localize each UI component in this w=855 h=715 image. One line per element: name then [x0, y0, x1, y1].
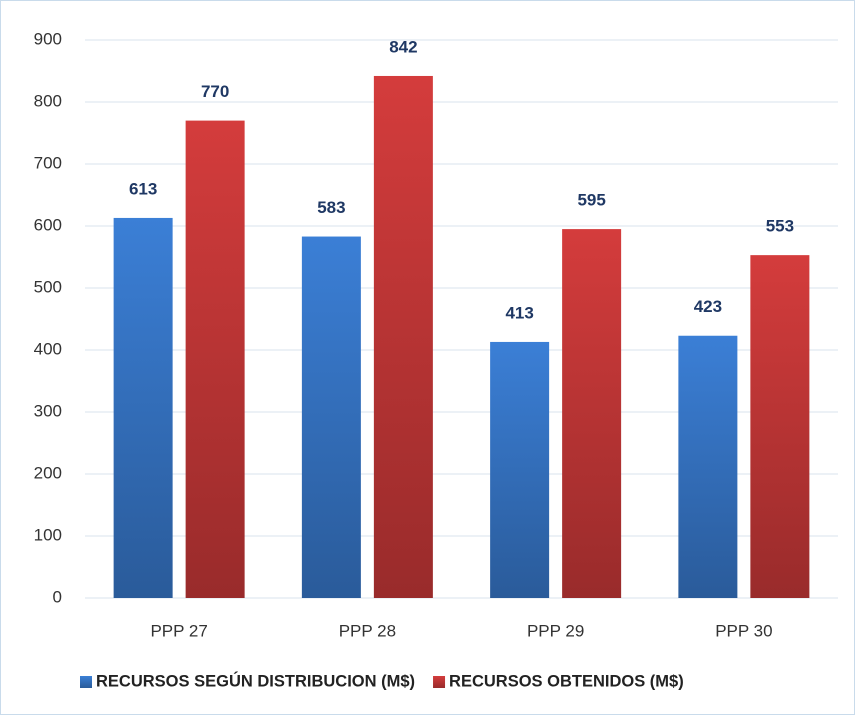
bar — [562, 229, 622, 598]
value-label: 613 — [129, 179, 157, 198]
bar — [301, 236, 361, 599]
y-tick-label: 0 — [53, 587, 62, 606]
y-tick-label: 700 — [34, 153, 62, 172]
value-label: 595 — [577, 191, 605, 210]
x-tick-label: PPP 30 — [715, 621, 772, 640]
y-tick-label: 500 — [34, 277, 62, 296]
y-tick-label: 800 — [34, 91, 62, 110]
bar — [113, 217, 173, 598]
legend-swatch — [433, 676, 446, 688]
bar — [750, 255, 810, 598]
bar — [490, 341, 550, 598]
y-tick-label: 200 — [34, 463, 62, 482]
value-label: 583 — [317, 198, 345, 217]
legend-swatch — [80, 676, 92, 688]
legend-label: RECURSOS OBTENIDOS (M$) — [449, 672, 684, 690]
y-tick-label: 900 — [34, 29, 62, 48]
value-label: 842 — [389, 37, 417, 56]
y-tick-label: 600 — [34, 215, 62, 234]
value-label: 423 — [694, 297, 722, 316]
legend-label: RECURSOS SEGÚN DISTRIBUCION (M$) — [96, 671, 415, 690]
y-tick-label: 100 — [34, 525, 62, 544]
value-label: 770 — [201, 82, 229, 101]
x-tick-label: PPP 28 — [339, 621, 396, 640]
x-tick-label: PPP 27 — [150, 621, 207, 640]
y-tick-label: 400 — [34, 339, 62, 358]
y-tick-label: 300 — [34, 401, 62, 420]
value-label: 413 — [505, 303, 533, 322]
bar — [678, 335, 738, 598]
x-tick-label: PPP 29 — [527, 621, 584, 640]
bar — [185, 120, 245, 598]
value-label: 553 — [766, 217, 794, 236]
bar — [373, 75, 433, 598]
